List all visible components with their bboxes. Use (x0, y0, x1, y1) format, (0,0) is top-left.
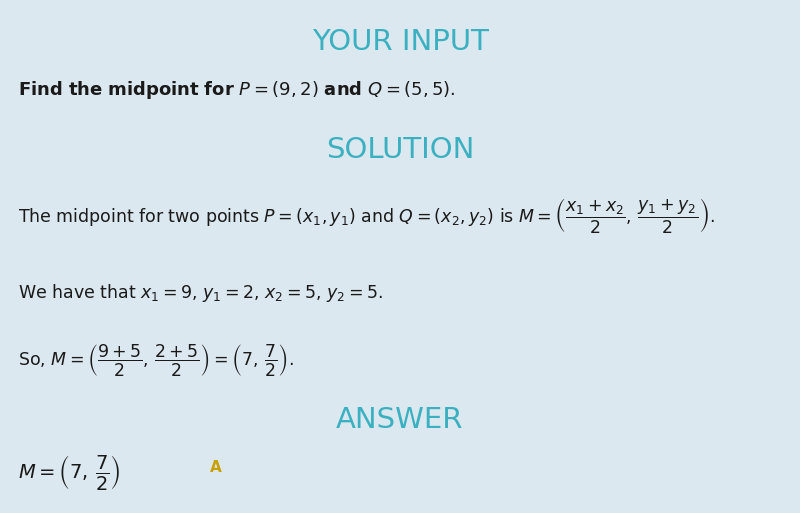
Text: So, $M = \left(\dfrac{9 + 5}{2},\, \dfrac{2 + 5}{2}\right) = \left(7,\, \dfrac{7: So, $M = \left(\dfrac{9 + 5}{2},\, \dfra… (18, 342, 294, 378)
Text: ANSWER: ANSWER (336, 406, 464, 434)
Text: We have that $x_1 = 9$, $y_1 = 2$, $x_2 = 5$, $y_2 = 5$.: We have that $x_1 = 9$, $y_1 = 2$, $x_2 … (18, 282, 382, 304)
Text: $M = \left(7,\, \dfrac{7}{2}\right)$: $M = \left(7,\, \dfrac{7}{2}\right)$ (18, 452, 121, 491)
Text: A: A (210, 461, 222, 476)
Text: SOLUTION: SOLUTION (326, 136, 474, 164)
Text: $\mathbf{Find\ the\ midpoint\ for}\ \mathit{P} = (9, 2)\ \mathbf{and}\ \mathit{Q: $\mathbf{Find\ the\ midpoint\ for}\ \mat… (18, 79, 456, 101)
Text: YOUR INPUT: YOUR INPUT (311, 28, 489, 56)
Text: The midpoint for two points $P = (x_1, y_1)$ and $Q = (x_2, y_2)$ is $M = \left(: The midpoint for two points $P = (x_1, y… (18, 195, 715, 234)
